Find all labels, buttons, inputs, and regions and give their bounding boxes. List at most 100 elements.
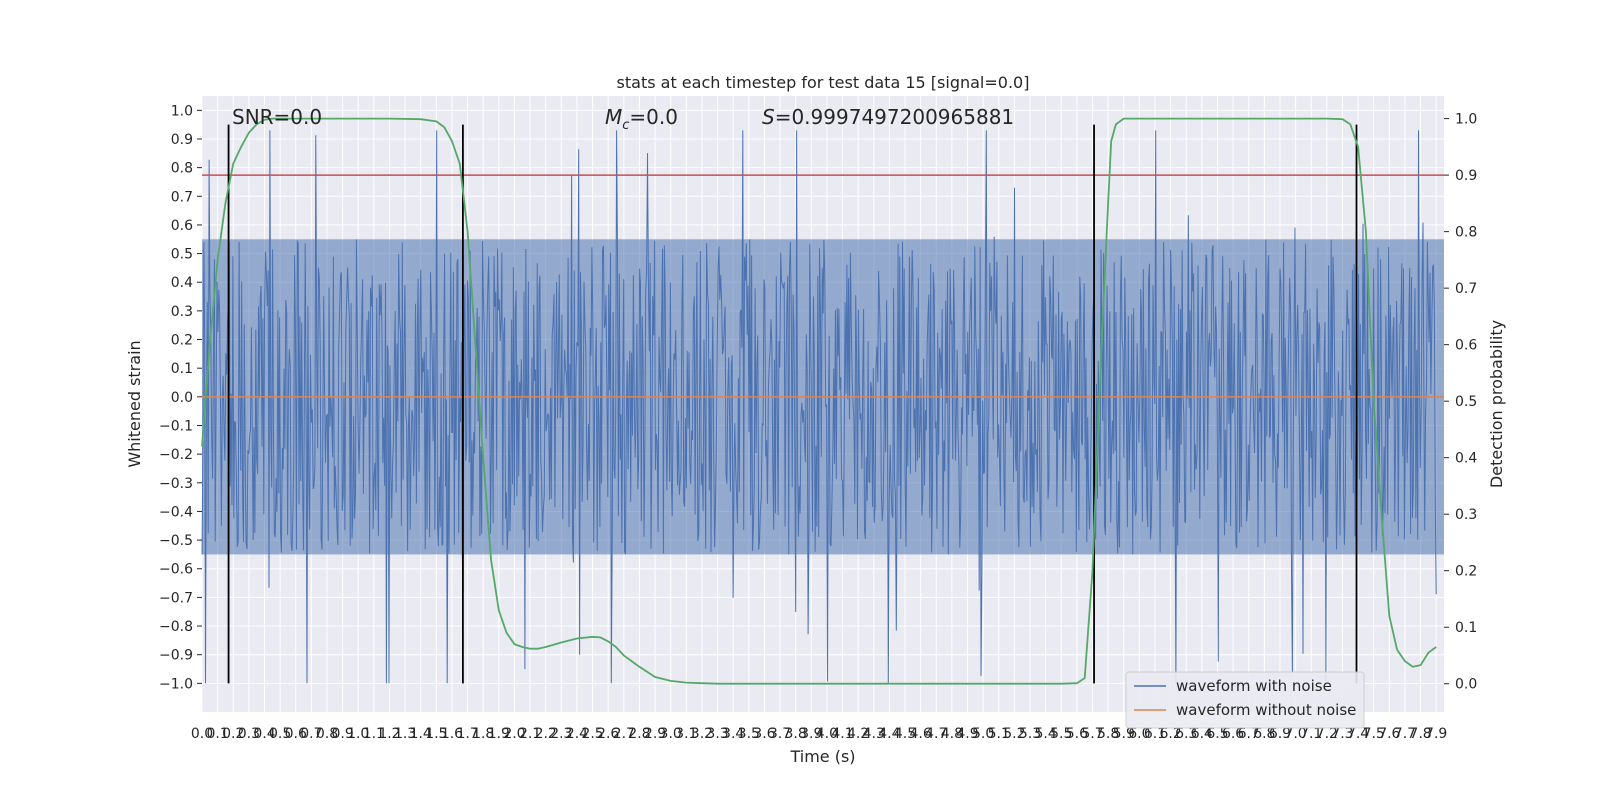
x-tick-label: 1.3: [394, 726, 416, 742]
x-tick-label: 2.5: [581, 726, 603, 742]
x-tick-label: 0.7: [300, 726, 322, 742]
x-tick-label: 1.1: [363, 726, 385, 742]
x-tick-label: 4.1: [831, 726, 853, 742]
y2-tick-labels: 0.0 0.1 0.2 0.3 0.4 0.5 0.6 0.7 0.8 0.9 1.0: [1444, 112, 1477, 693]
x-tick-label: 5.7: [1081, 726, 1103, 742]
y-tick-labels: 1.0 0.9 0.8 0.7 0.6 0.5 0.4 0.3 0.2 0.1 0.0 −0.1 −0.…: [159, 103, 202, 692]
x-tick-label: 4.8: [941, 726, 963, 742]
y-tick-label: 0.4: [171, 275, 193, 291]
x-tick-label: 3.7: [769, 726, 791, 742]
y-tick-label: 0.0: [171, 390, 193, 406]
x-tick-label: 2.9: [644, 726, 666, 742]
x-tick-label: 0.0: [191, 726, 213, 742]
x-tick-label: 2.1: [519, 726, 541, 742]
x-tick-label: 4.4: [878, 726, 900, 742]
x-tick-label: 0.2: [222, 726, 244, 742]
y2-tick-label: 0.7: [1455, 281, 1477, 297]
y-tick-label: 0.1: [171, 361, 193, 377]
score-value: =0.9997497200965881: [775, 105, 1014, 129]
chirp-mass-value: =0.0: [629, 105, 678, 129]
x-tick-label: 1.6: [441, 726, 463, 742]
x-tick-label: 4.9: [956, 726, 978, 742]
x-tick-label: 3.0: [660, 726, 682, 742]
x-tick-label: 0.3: [238, 726, 260, 742]
chirp-mass-subscript: c: [622, 118, 629, 133]
x-tick-label: 1.4: [410, 726, 432, 742]
x-tick-label: 7.5: [1363, 726, 1385, 742]
x-tick-label: 5.3: [1019, 726, 1041, 742]
x-tick-label: 6.2: [1159, 726, 1181, 742]
chart-title: stats at each timestep for test data 15 …: [617, 73, 1030, 92]
x-tick-label: 1.2: [378, 726, 400, 742]
y-tick-label: −0.4: [159, 504, 193, 520]
y2-axis-label: Detection probability: [1487, 320, 1506, 488]
x-tick-label: 3.5: [738, 726, 760, 742]
y-tick-label: 0.3: [171, 304, 193, 320]
x-tick-label: 5.6: [1066, 726, 1088, 742]
x-tick-label: 3.3: [706, 726, 728, 742]
y2-tick-label: 0.6: [1455, 338, 1477, 354]
x-tick-label: 1.8: [472, 726, 494, 742]
y-tick-label: 0.5: [171, 247, 193, 263]
y-tick-label: 0.7: [171, 189, 193, 205]
y2-tick-label: 0.2: [1455, 564, 1477, 580]
y-tick-label: 0.9: [171, 132, 193, 148]
x-tick-label: 0.8: [316, 726, 338, 742]
x-tick-label: 6.3: [1175, 726, 1197, 742]
legend-box: [1125, 671, 1365, 729]
x-tick-label: 2.2: [535, 726, 557, 742]
y2-tick-label: 0.8: [1455, 225, 1477, 241]
y2-tick-label: 1.0: [1455, 112, 1477, 128]
x-tick-label: 2.6: [597, 726, 619, 742]
x-tick-label: 2.7: [613, 726, 635, 742]
x-tick-label: 6.5: [1206, 726, 1228, 742]
y2-tick-label: 0.4: [1455, 451, 1477, 467]
y2-tick-label: 0.3: [1455, 507, 1477, 523]
y2-tick-label: 0.5: [1455, 394, 1477, 410]
x-tick-label: 0.6: [285, 726, 307, 742]
x-tick-label: 3.4: [722, 726, 744, 742]
x-tick-label: 5.4: [1034, 726, 1056, 742]
y-tick-label: 0.6: [171, 218, 193, 234]
y-tick-label: −0.7: [159, 590, 193, 606]
y2-tick-label: 0.1: [1455, 620, 1477, 636]
x-tick-label: 7.0: [1284, 726, 1306, 742]
chirp-mass-symbol: M: [605, 105, 622, 129]
x-tick-label: 5.5: [1050, 726, 1072, 742]
x-tick-label: 6.8: [1253, 726, 1275, 742]
x-tick-label: 5.9: [1113, 726, 1135, 742]
x-axis-label: Time (s): [789, 747, 855, 766]
x-tick-label: 7.6: [1378, 726, 1400, 742]
y-tick-label: −0.5: [159, 533, 193, 549]
x-tick-label: 6.6: [1222, 726, 1244, 742]
y-tick-label: −0.1: [159, 418, 193, 434]
x-tick-label: 6.7: [1238, 726, 1260, 742]
y-axis-label: Whitened strain: [125, 340, 144, 467]
x-tick-label: 3.1: [675, 726, 697, 742]
x-tick-label: 4.5: [894, 726, 916, 742]
x-tick-label: 7.9: [1425, 726, 1447, 742]
x-tick-label: 7.7: [1394, 726, 1416, 742]
x-tick-label: 6.1: [1144, 726, 1166, 742]
x-tick-label: 1.5: [425, 726, 447, 742]
x-tick-label: 7.3: [1331, 726, 1353, 742]
x-tick-label: 6.0: [1128, 726, 1150, 742]
y-tick-label: 0.2: [171, 333, 193, 349]
x-tick-label: 5.0: [972, 726, 994, 742]
score-symbol: S: [762, 105, 775, 129]
x-tick-label: 7.1: [1300, 726, 1322, 742]
x-tick-label: 0.1: [206, 726, 228, 742]
y-tick-label: −0.8: [159, 619, 193, 635]
y-tick-label: 1.0: [171, 103, 193, 119]
score-annotation: S=0.9997497200965881: [762, 105, 1014, 129]
x-tick-label: 2.8: [628, 726, 650, 742]
x-tick-label: 3.8: [785, 726, 807, 742]
x-tick-label: 4.6: [910, 726, 932, 742]
y2-tick-label: 0.0: [1455, 677, 1477, 693]
x-tick-label: 1.0: [347, 726, 369, 742]
legend-label-clean: waveform without noise: [1176, 701, 1356, 719]
y-tick-label: −0.2: [159, 447, 193, 463]
y-tick-label: −0.6: [159, 562, 193, 578]
x-tick-label: 6.4: [1191, 726, 1213, 742]
x-tick-label: 7.8: [1409, 726, 1431, 742]
